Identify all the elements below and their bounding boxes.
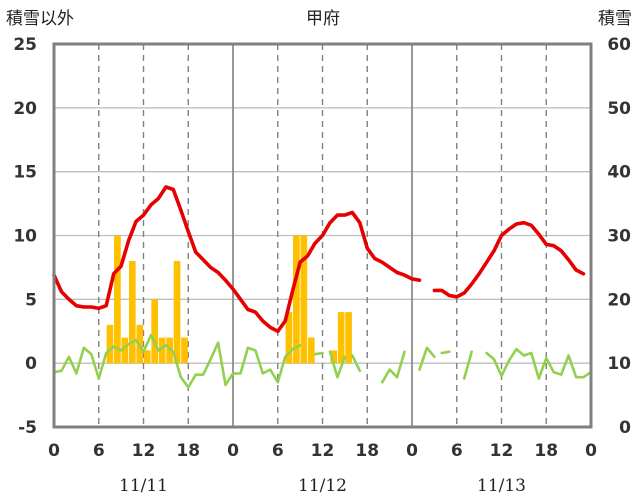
precip-bar-11 [285,312,293,364]
precip-bar-15 [330,350,338,364]
left-tick-label-3: 10 [13,227,37,247]
precip-bar-1 [114,235,121,364]
left-tick-label-1: 0 [25,354,37,374]
left-tick-label-4: 15 [13,163,37,183]
date-label-0: 11/11 [119,476,168,496]
precip-bar-17 [345,312,352,364]
precip-bar-14 [307,337,315,364]
series-line-1-segment-0 [52,333,302,389]
x-tick-label-4: 0 [227,441,239,461]
x-tick-label-7: 18 [355,441,379,461]
x-tick-label-3: 18 [176,441,200,461]
date-label-2: 11/13 [477,476,526,496]
precip-bar-16 [337,312,345,364]
left-tick-label-5: 20 [13,99,37,119]
right-axis-title: 積雪 [598,9,632,29]
series-line-1-segment-4 [380,350,406,384]
plot-frame [52,42,593,429]
x-tick-label-5: 6 [272,441,284,461]
x-tick-label-6: 12 [311,441,335,461]
x-tick-label-12: 0 [585,441,597,461]
right-tick-label-5: 50 [607,99,631,119]
precip-bar-8 [166,337,173,364]
series-line-1-segment-7 [462,350,474,380]
right-tick-label-2: 20 [607,290,631,310]
chart-title: 甲府 [306,9,340,29]
x-tick-label-1: 6 [93,441,105,461]
precip-bar-5 [143,350,151,364]
precip-bar-13 [300,235,308,364]
series-line-1-segment-1 [313,351,324,356]
series-line-1-segment-8 [485,347,593,380]
precip-bar-7 [158,337,166,364]
left-tick-label-2: 5 [25,290,37,310]
x-tick-label-9: 6 [451,441,463,461]
x-tick-label-10: 12 [490,441,514,461]
precip-bar-6 [151,299,159,364]
left-tick-label-0: -5 [18,418,37,438]
series-lines [52,185,593,389]
series-line-0-segment-0 [52,185,422,334]
precip-bar-12 [293,235,300,364]
x-tick-label-11: 18 [534,441,558,461]
series-line-1-segment-6 [440,350,451,355]
date-label-1: 11/12 [298,476,347,496]
x-tick-label-0: 0 [48,441,60,461]
precip-bar-9 [173,261,181,364]
series-line-0-segment-1 [432,220,586,299]
x-tick-label-8: 0 [406,441,418,461]
right-tick-label-4: 40 [607,163,631,183]
series-line-1-segment-3 [350,354,362,373]
series-line-1-segment-5 [418,346,436,371]
series-line-1-segment-2 [328,350,347,379]
precip-bar-0 [106,324,114,364]
precip-bar-2 [121,337,129,364]
right-tick-label-3: 30 [607,227,631,247]
precip-bar-3 [128,261,136,364]
right-tick-label-0: 0 [619,418,631,438]
precip-bar-10 [181,337,188,364]
left-tick-label-6: 25 [13,35,37,55]
left-axis-title: 積雪以外 [6,9,74,29]
right-tick-label-6: 60 [607,35,631,55]
x-tick-label-2: 12 [132,441,156,461]
right-tick-label-1: 10 [607,354,631,374]
